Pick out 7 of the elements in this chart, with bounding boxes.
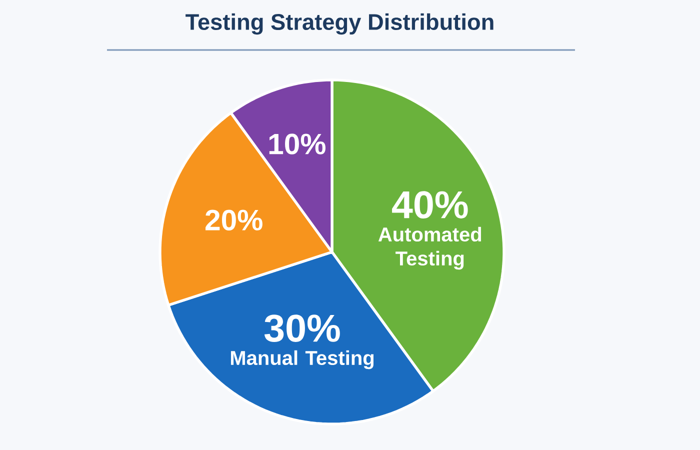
data-label: 30% [264, 314, 340, 342]
data-label: 10% [269, 134, 326, 154]
slice-label: Automated Testing [378, 226, 482, 270]
data-label: 20% [206, 210, 262, 230]
slice-label: Manual Testing [230, 350, 374, 370]
chart-title: Testing Strategy Distribution [186, 13, 494, 35]
data-label: 40% [392, 191, 468, 219]
